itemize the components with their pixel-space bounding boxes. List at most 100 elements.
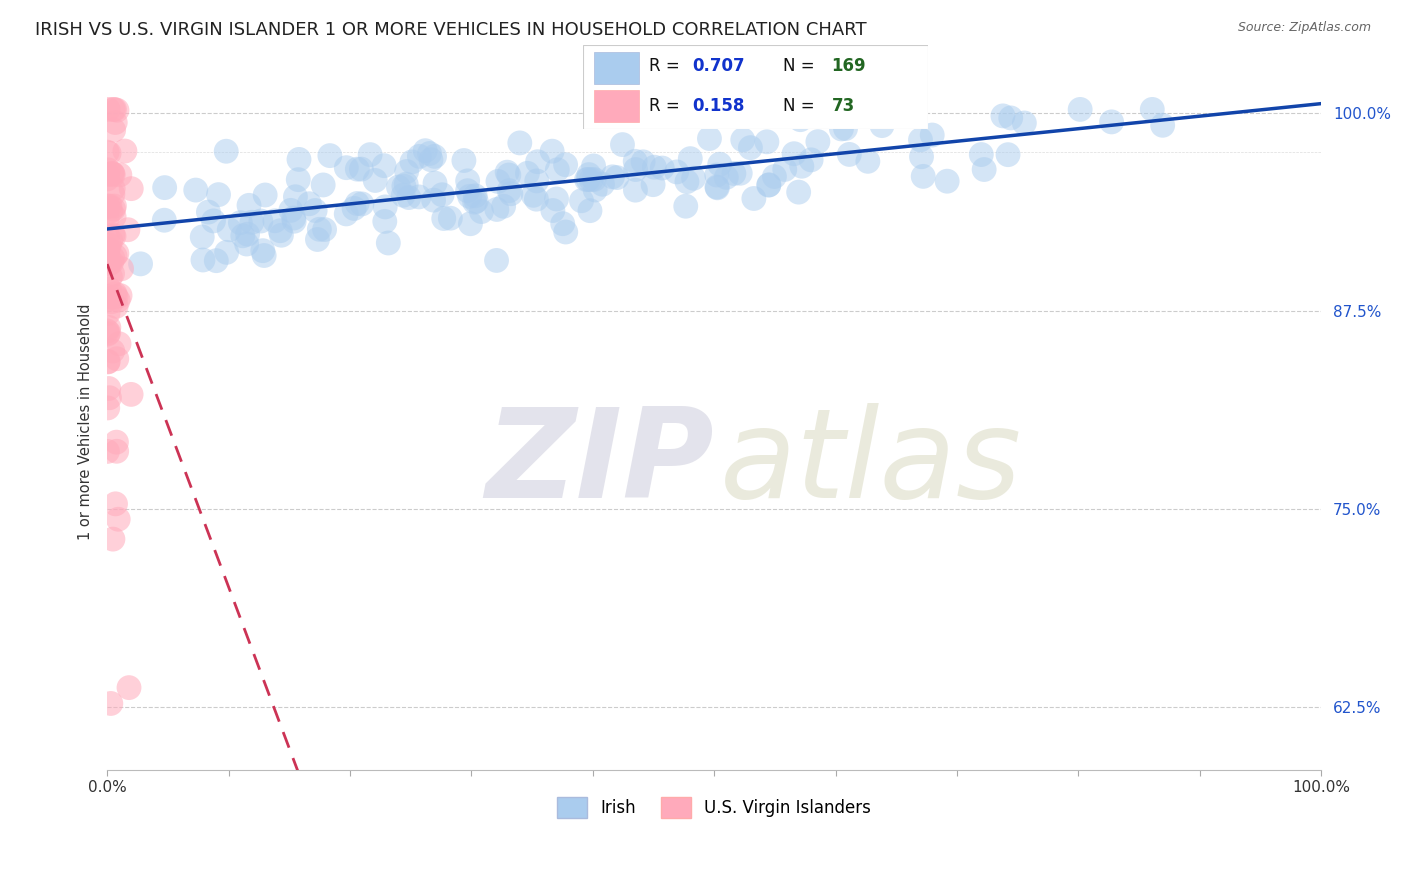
Point	[250, 214, 273, 228]
Point	[97, 289, 120, 303]
Point	[834, 121, 856, 136]
Point	[153, 213, 176, 227]
Point	[485, 253, 508, 268]
Point	[541, 144, 564, 158]
Point	[107, 512, 129, 526]
Point	[335, 161, 357, 175]
Point	[103, 103, 125, 117]
Point	[184, 183, 207, 197]
Point	[108, 336, 131, 351]
Point	[583, 172, 606, 186]
Point	[98, 391, 121, 405]
Text: atlas: atlas	[720, 403, 1022, 524]
Point	[602, 169, 624, 184]
Point	[97, 327, 120, 342]
Point	[107, 293, 129, 308]
Point	[526, 192, 548, 206]
Point	[238, 198, 260, 212]
Point	[96, 211, 118, 225]
Point	[420, 153, 443, 167]
Text: R =: R =	[650, 97, 685, 115]
Point	[103, 168, 125, 182]
Point	[787, 185, 810, 199]
Point	[526, 174, 548, 188]
Point	[496, 165, 519, 179]
Point	[270, 228, 292, 243]
Point	[346, 196, 368, 211]
Point	[98, 146, 121, 161]
Point	[252, 244, 274, 258]
Point	[675, 199, 697, 213]
Point	[96, 444, 118, 458]
Point	[1000, 111, 1022, 125]
Point	[643, 178, 665, 192]
Point	[546, 162, 568, 177]
Point	[554, 158, 576, 172]
Point	[783, 146, 806, 161]
Point	[419, 146, 441, 161]
Point	[665, 165, 688, 179]
Point	[288, 153, 311, 167]
Point	[207, 187, 229, 202]
Point	[100, 294, 122, 309]
Point	[991, 109, 1014, 123]
Text: 169: 169	[831, 57, 866, 75]
Point	[723, 167, 745, 181]
Point	[100, 255, 122, 269]
Point	[699, 131, 721, 145]
Point	[105, 444, 128, 458]
Point	[319, 148, 342, 162]
Point	[706, 180, 728, 194]
Point	[392, 188, 415, 202]
Point	[103, 210, 125, 224]
Point	[191, 252, 214, 267]
Point	[100, 234, 122, 248]
Point	[105, 103, 128, 118]
Point	[526, 154, 548, 169]
Point	[283, 214, 305, 228]
Point	[709, 157, 731, 171]
Point	[433, 211, 456, 226]
Point	[104, 286, 127, 301]
Point	[100, 269, 122, 284]
Y-axis label: 1 or more Vehicles in Household: 1 or more Vehicles in Household	[79, 303, 93, 540]
Point	[773, 162, 796, 177]
Point	[232, 228, 254, 243]
Point	[97, 250, 120, 264]
Text: 0.707: 0.707	[692, 57, 745, 75]
Text: IRISH VS U.S. VIRGIN ISLANDER 1 OR MORE VEHICLES IN HOUSEHOLD CORRELATION CHART: IRISH VS U.S. VIRGIN ISLANDER 1 OR MORE …	[35, 21, 866, 39]
Point	[108, 168, 131, 182]
Point	[97, 320, 120, 334]
Point	[374, 214, 396, 228]
Point	[103, 202, 125, 216]
Point	[509, 136, 531, 150]
Point	[921, 128, 943, 142]
Point	[499, 186, 522, 201]
Legend: Irish, U.S. Virgin Islanders: Irish, U.S. Virgin Islanders	[550, 790, 877, 824]
Point	[373, 159, 395, 173]
Point	[364, 173, 387, 187]
Point	[284, 190, 307, 204]
Point	[287, 172, 309, 186]
Point	[423, 176, 446, 190]
Point	[576, 172, 599, 186]
Point	[105, 351, 128, 366]
Point	[105, 435, 128, 450]
Bar	[593, 90, 638, 122]
Point	[578, 168, 600, 182]
Point	[439, 211, 461, 226]
Point	[97, 292, 120, 306]
Point	[758, 178, 780, 193]
Point	[205, 253, 228, 268]
Point	[408, 149, 430, 163]
Point	[423, 149, 446, 163]
Point	[651, 161, 673, 175]
Point	[398, 190, 420, 204]
Point	[886, 103, 908, 117]
Point	[624, 162, 647, 177]
Point	[592, 178, 614, 192]
Point	[98, 238, 121, 252]
Point	[105, 299, 128, 313]
Point	[807, 135, 830, 149]
Point	[387, 180, 409, 194]
